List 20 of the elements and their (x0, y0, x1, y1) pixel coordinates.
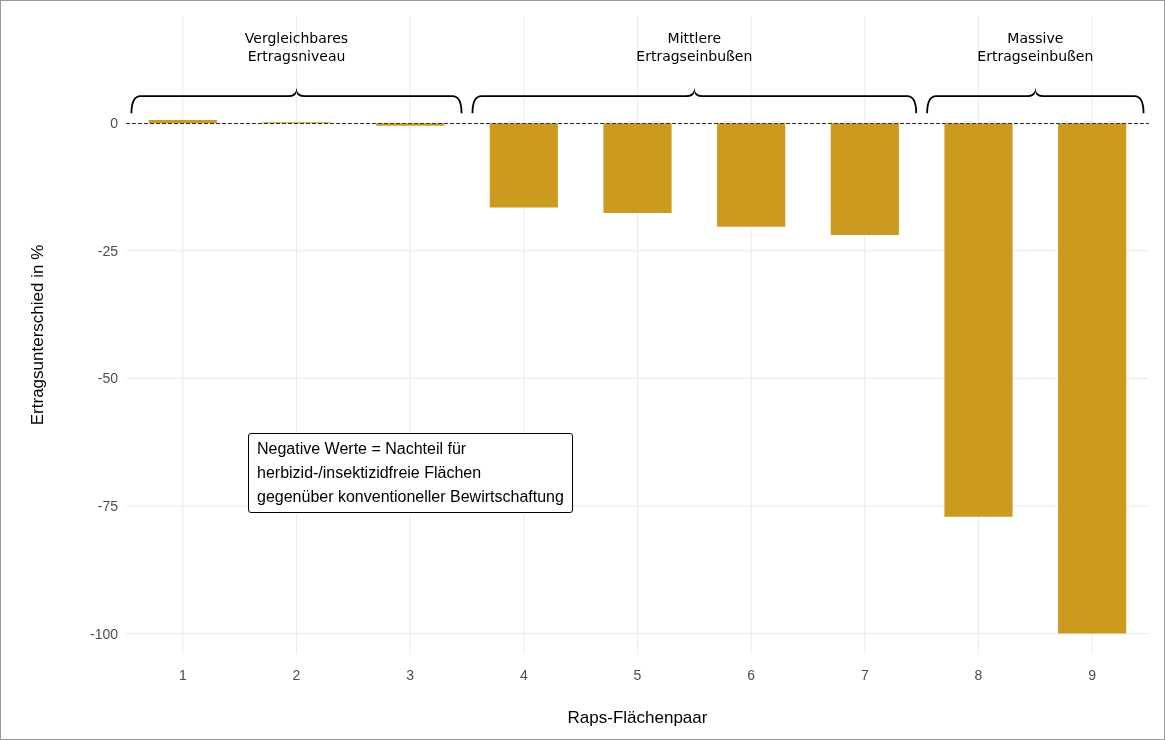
x-tick-label: 1 (178, 667, 187, 683)
x-tick-label: 7 (860, 667, 869, 683)
x-tick-label: 3 (406, 667, 415, 683)
y-tick-label: -25 (97, 242, 119, 259)
y-axis-title: Ertragsunterschied in % (28, 244, 47, 426)
y-tick-label: 0 (110, 115, 119, 132)
x-tick-label: 6 (747, 667, 756, 683)
x-tick-label: 9 (1088, 667, 1097, 683)
y-tick-label: -50 (97, 370, 119, 387)
annotation: Vergleichbares Ertragsniveau (244, 29, 349, 66)
x-axis-title: Raps-Flächenpaar (567, 708, 708, 727)
x-tick-label: 2 (292, 667, 301, 683)
annotation: Mittlere Ertragseinbußen (636, 29, 753, 66)
x-tick-label: 4 (519, 667, 528, 683)
x-tick-label: 8 (974, 667, 983, 683)
annotation: Negative Werte = Nachteil für herbizid-/insektizidfreie Flächen gegenüber konventioneller Bewirtschaftung (248, 433, 573, 513)
annotation: Massive Ertragseinbußen (977, 29, 1094, 66)
y-tick-label: -75 (97, 497, 119, 514)
x-tick-label: 5 (633, 667, 642, 683)
y-tick-label: -100 (89, 625, 119, 642)
